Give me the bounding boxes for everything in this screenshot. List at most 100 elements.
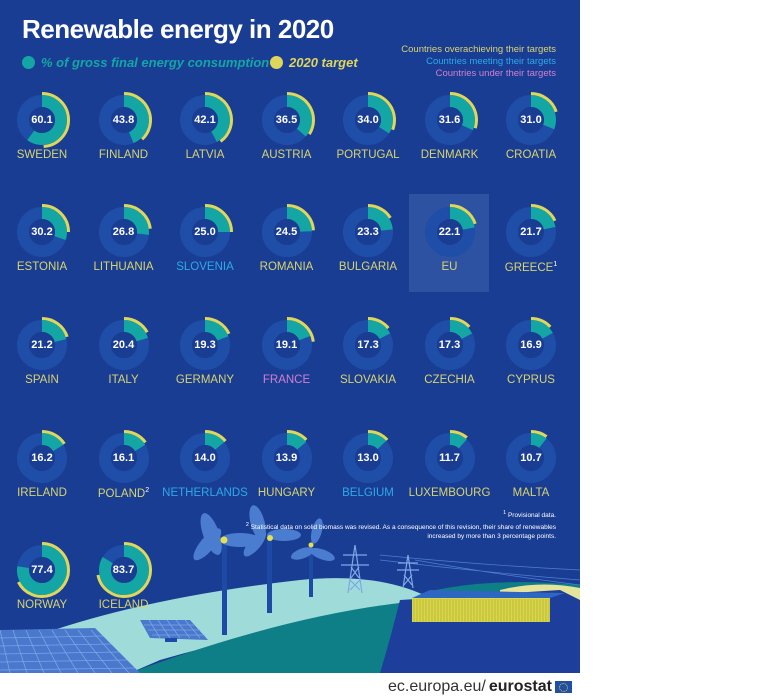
source-link[interactable]: ec.europa.eu/eurostat [388,678,572,696]
donut-chart [180,430,230,483]
donut-center [355,332,381,358]
country-label: FINLAND [98,149,149,161]
donut-malta: 10.7 MALTA [491,426,571,516]
donut-chart [343,92,396,145]
legend-target-dot [270,56,283,69]
target-arc [367,317,390,330]
donut-chart [424,430,475,483]
donut-value: 24.5 [275,226,298,238]
donut-value: 14.0 [194,452,216,464]
country-label: CYPRUS [507,374,555,386]
target-arc [530,204,557,222]
donut-center [518,107,544,133]
country-label: FRANCE [262,374,311,386]
country-label: ICELAND [98,599,149,611]
donut-value: 83.7 [112,564,135,576]
footnote-mark: 1 [553,261,558,268]
country-label: LUXEMBOURG [408,487,491,499]
donut-value: 11.7 [439,452,460,464]
share-arc [123,433,145,452]
donut-chart [343,317,393,370]
country-label: CZECHIA [424,374,475,386]
target-arc [367,204,392,219]
footnote-1: 1 Provisional data. [503,509,556,520]
share-arc [367,433,387,450]
donut-value: 31.6 [438,114,461,126]
footnote-2-mark: 2 [245,522,249,528]
donut-chart [17,204,70,257]
donut-center [110,445,137,471]
footnote-2-text: Statistical data on solid biomass was re… [250,524,556,541]
donut-chart [180,204,233,257]
donut-chart [506,317,556,370]
source-brand: eurostat [488,678,552,695]
donut-chart [424,317,475,370]
country-label: IRELAND [17,487,67,499]
donut-center [110,557,137,583]
donut-center [355,445,381,471]
target-arc [286,317,315,342]
hill-teal [130,600,430,673]
donut-value: 16.1 [112,452,135,464]
status-legend-meet: Countries meeting their targets [426,56,556,67]
donut-value: 16.9 [520,339,542,351]
donut-chart [261,430,312,483]
donut-center [29,332,55,358]
donut-center [436,219,463,245]
donut-track [343,207,393,257]
infographic-panel: Renewable energy in 2020 % of gross fina… [0,0,580,673]
donut-value: 60.1 [31,114,53,126]
donut-bulgaria: 23.3 BULGARIA [328,200,408,290]
share-arc [367,95,393,134]
wind-turbine-icon [193,505,335,635]
share-arc [98,545,149,595]
share-arc [448,433,467,449]
donut-value: 31.0 [520,114,542,126]
country-label: EU [441,261,458,273]
country-label: LITHUANIA [93,261,154,273]
donut-center [355,107,381,133]
donut-center [273,332,300,358]
chart-title: Renewable energy in 2020 [22,14,334,44]
donut-center [110,107,137,133]
donut-estonia: 30.2 ESTONIA [2,200,82,290]
donut-value: 10.7 [520,452,542,464]
share-arc [204,320,229,341]
donut-croatia: 31.0 CROATIA [491,88,571,178]
donut-greece: 21.7 GREECE1 [491,200,571,290]
country-label: SPAIN [25,374,59,386]
share-arc [204,207,230,233]
donut-value: 19.3 [194,339,216,351]
share-arc [17,545,67,595]
legend-share-dot [22,56,35,69]
share-arc [41,433,64,452]
donut-center [436,107,463,133]
target-arc [204,430,227,443]
donut-center [29,445,55,471]
donut-hungary: 13.9 HUNGARY [247,426,327,516]
donut-center [192,219,218,245]
status-legend-under: Countries under their targets [435,68,556,79]
country-label: AUSTRIA [261,149,312,161]
share-arc [27,95,67,145]
donut-value: 36.5 [275,114,298,126]
target-arc [123,92,152,141]
donut-center [273,445,300,471]
target-arc [449,204,477,225]
share-arc [530,320,553,340]
donut-center [273,107,300,133]
country-label: LATVIA [185,149,225,161]
legend-share-label: % of gross final energy consumption [41,55,270,70]
donut-italy: 20.4 ITALY [84,313,164,403]
donut-value: 77.4 [31,564,53,576]
donut-center [518,219,544,245]
share-arc [122,95,149,144]
share-arc [448,320,472,340]
share-arc [122,207,149,235]
donut-eu: 22.1 EU [410,200,490,290]
donut-luxembourg: 11.7 LUXEMBOURG [409,426,490,516]
target-arc [286,92,315,136]
donut-chart [98,92,152,145]
donut-slovakia: 17.3 SLOVAKIA [328,313,408,403]
donut-center [518,445,544,471]
